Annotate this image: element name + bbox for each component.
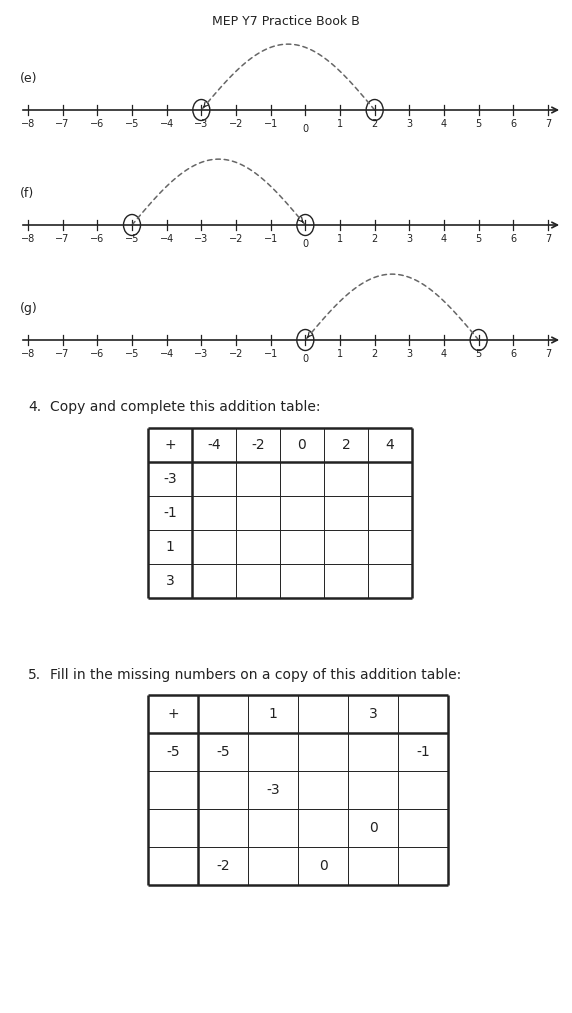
Text: −2: −2 [229,349,243,359]
Text: -3: -3 [163,472,177,486]
Text: (g): (g) [20,302,38,315]
Text: 4.: 4. [28,400,41,414]
Text: −3: −3 [194,234,208,244]
Text: 7: 7 [545,234,551,244]
Text: -2: -2 [216,859,230,873]
Text: 0: 0 [302,354,308,364]
Text: +: + [164,438,176,452]
Text: −5: −5 [125,349,139,359]
Text: 7: 7 [545,119,551,129]
Text: −6: −6 [90,119,105,129]
Text: 6: 6 [510,234,517,244]
Text: 3: 3 [406,119,412,129]
Text: −3: −3 [194,349,208,359]
Text: 1: 1 [269,707,277,721]
Text: −5: −5 [125,119,139,129]
Text: 4: 4 [386,438,394,452]
Text: 5: 5 [475,119,482,129]
Text: 0: 0 [302,239,308,249]
Text: 2: 2 [372,119,378,129]
Text: −1: −1 [264,119,278,129]
Text: 2: 2 [372,234,378,244]
Text: −6: −6 [90,349,105,359]
Text: +: + [167,707,179,721]
Text: 0: 0 [368,821,378,835]
Text: −4: −4 [160,119,174,129]
Text: −5: −5 [125,234,139,244]
Text: −8: −8 [21,119,35,129]
Text: -1: -1 [416,745,430,759]
Text: −2: −2 [229,119,243,129]
Text: 3: 3 [368,707,378,721]
Text: MEP Y7 Practice Book B: MEP Y7 Practice Book B [212,15,360,28]
Text: −7: −7 [55,234,70,244]
Text: 6: 6 [510,349,517,359]
Text: −8: −8 [21,349,35,359]
Text: -1: -1 [163,506,177,520]
Text: −1: −1 [264,349,278,359]
Text: (f): (f) [20,187,34,200]
Text: 5: 5 [475,349,482,359]
Text: 5.: 5. [28,668,41,682]
Text: 0: 0 [319,859,327,873]
Text: 1: 1 [337,234,343,244]
Text: 4: 4 [441,119,447,129]
Text: 2: 2 [372,349,378,359]
Text: -5: -5 [166,745,180,759]
Text: 7: 7 [545,349,551,359]
Text: −3: −3 [194,119,208,129]
Text: −6: −6 [90,234,105,244]
Text: −7: −7 [55,349,70,359]
Text: −7: −7 [55,119,70,129]
Text: −1: −1 [264,234,278,244]
Text: 5: 5 [475,234,482,244]
Text: Fill in the missing numbers on a copy of this addition table:: Fill in the missing numbers on a copy of… [50,668,461,682]
Text: 6: 6 [510,119,517,129]
Text: 3: 3 [406,234,412,244]
Text: 4: 4 [441,234,447,244]
Text: −4: −4 [160,234,174,244]
Text: −8: −8 [21,234,35,244]
Text: 3: 3 [166,574,174,588]
Text: −2: −2 [229,234,243,244]
Text: −4: −4 [160,349,174,359]
Text: -5: -5 [216,745,230,759]
Text: 2: 2 [341,438,351,452]
Text: -2: -2 [251,438,265,452]
Text: -4: -4 [207,438,221,452]
Text: 1: 1 [337,119,343,129]
Text: 1: 1 [337,349,343,359]
Text: 1: 1 [165,540,174,554]
Text: 0: 0 [302,124,308,134]
Text: 4: 4 [441,349,447,359]
Text: 0: 0 [297,438,307,452]
Text: (e): (e) [20,72,38,85]
Text: Copy and complete this addition table:: Copy and complete this addition table: [50,400,320,414]
Text: 3: 3 [406,349,412,359]
Text: -3: -3 [266,783,280,797]
